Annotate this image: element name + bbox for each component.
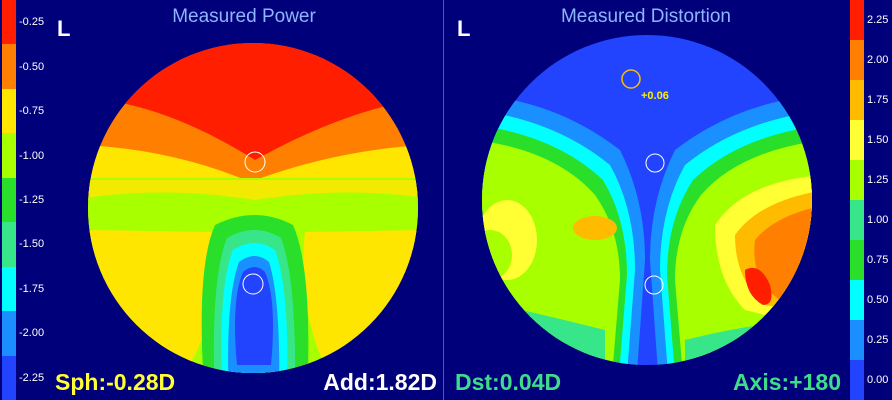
- scale-tick-label: 1.00: [867, 214, 889, 226]
- scale-tick-label: 1.25: [867, 174, 889, 186]
- scale-tick-label: 2.00: [867, 54, 889, 66]
- axis-readout: Axis:+180: [732, 369, 841, 395]
- scale-tick-label: -1.50: [19, 238, 45, 251]
- max-distortion-marker: [621, 69, 641, 89]
- near-reference-circle: [242, 273, 264, 295]
- distance-reference-circle: [244, 151, 266, 173]
- distortion-color-scale: 2.25 2.00 1.75 1.50 1.25 1.00 0.75 0.50 0.25 0.00: [847, 0, 892, 400]
- scale-tick-label: -1.75: [19, 282, 45, 295]
- distortion-readout: Dst:0.04D: [455, 369, 562, 395]
- scale-swatch: [2, 177, 16, 223]
- eye-label: L: [57, 16, 71, 41]
- scale-tick-label: -0.75: [19, 105, 45, 118]
- scale-swatch: [850, 120, 864, 160]
- measured-power-panel: Measured Power L Sph:-0.28D Add:1.82D: [45, 0, 444, 400]
- eye-label: L: [457, 16, 471, 41]
- scale-swatch: [850, 280, 864, 320]
- scale-swatch: [850, 160, 864, 200]
- scale-swatch: [2, 133, 16, 178]
- scale-tick-label: 1.50: [867, 134, 889, 146]
- power-color-scale: -0.25 -0.50 -0.75 -1.00 -1.25 -1.50 -1.75 -2.00…: [0, 0, 45, 400]
- scale-tick-label: -1.00: [19, 149, 45, 162]
- scale-swatch: [850, 0, 864, 40]
- measured-distortion-panel: +0.06 Measured Distortion L Dst:0.04D Ax…: [445, 0, 847, 400]
- scale-tick-label: 2.25: [867, 14, 889, 26]
- scale-tick-label: -2.25: [19, 371, 45, 384]
- scale-swatch: [2, 44, 16, 89]
- scale-tick-label: 0.50: [867, 294, 889, 306]
- scale-swatch: [850, 240, 864, 280]
- scale-swatch: [2, 222, 16, 267]
- scale-swatch: [850, 320, 864, 360]
- scale-tick-label: -1.25: [19, 194, 45, 206]
- scale-swatch: [850, 360, 864, 400]
- scale-swatch: [2, 0, 16, 45]
- scale-tick-label: -2.00: [19, 327, 45, 340]
- scale-swatch: [2, 355, 16, 400]
- scale-tick-label: 0.75: [867, 254, 889, 266]
- power-map: [88, 43, 418, 373]
- sphere-readout: Sph:-0.28D: [55, 369, 176, 395]
- addition-readout: Add:1.82D: [323, 369, 437, 395]
- distortion-map: +0.06: [482, 35, 812, 365]
- scale-tick-label: 0.25: [867, 334, 889, 346]
- panel-title: Measured Power: [172, 6, 316, 27]
- scale-tick-label: -0.50: [19, 60, 45, 73]
- scale-tick-label: -0.25: [19, 16, 45, 29]
- near-reference-circle: [644, 275, 664, 295]
- scale-swatch: [850, 200, 864, 240]
- panel-title: Measured Distortion: [560, 6, 732, 27]
- scale-swatch: [2, 88, 16, 134]
- distance-reference-circle: [645, 153, 665, 173]
- scale-swatch: [2, 311, 16, 356]
- scale-swatch: [850, 40, 864, 80]
- scale-swatch: [850, 80, 864, 120]
- scale-swatch: [2, 266, 16, 312]
- scale-tick-label: 0.00: [867, 374, 889, 386]
- scale-tick-label: 1.75: [867, 94, 889, 106]
- marker-value-label: +0.06: [641, 90, 669, 102]
